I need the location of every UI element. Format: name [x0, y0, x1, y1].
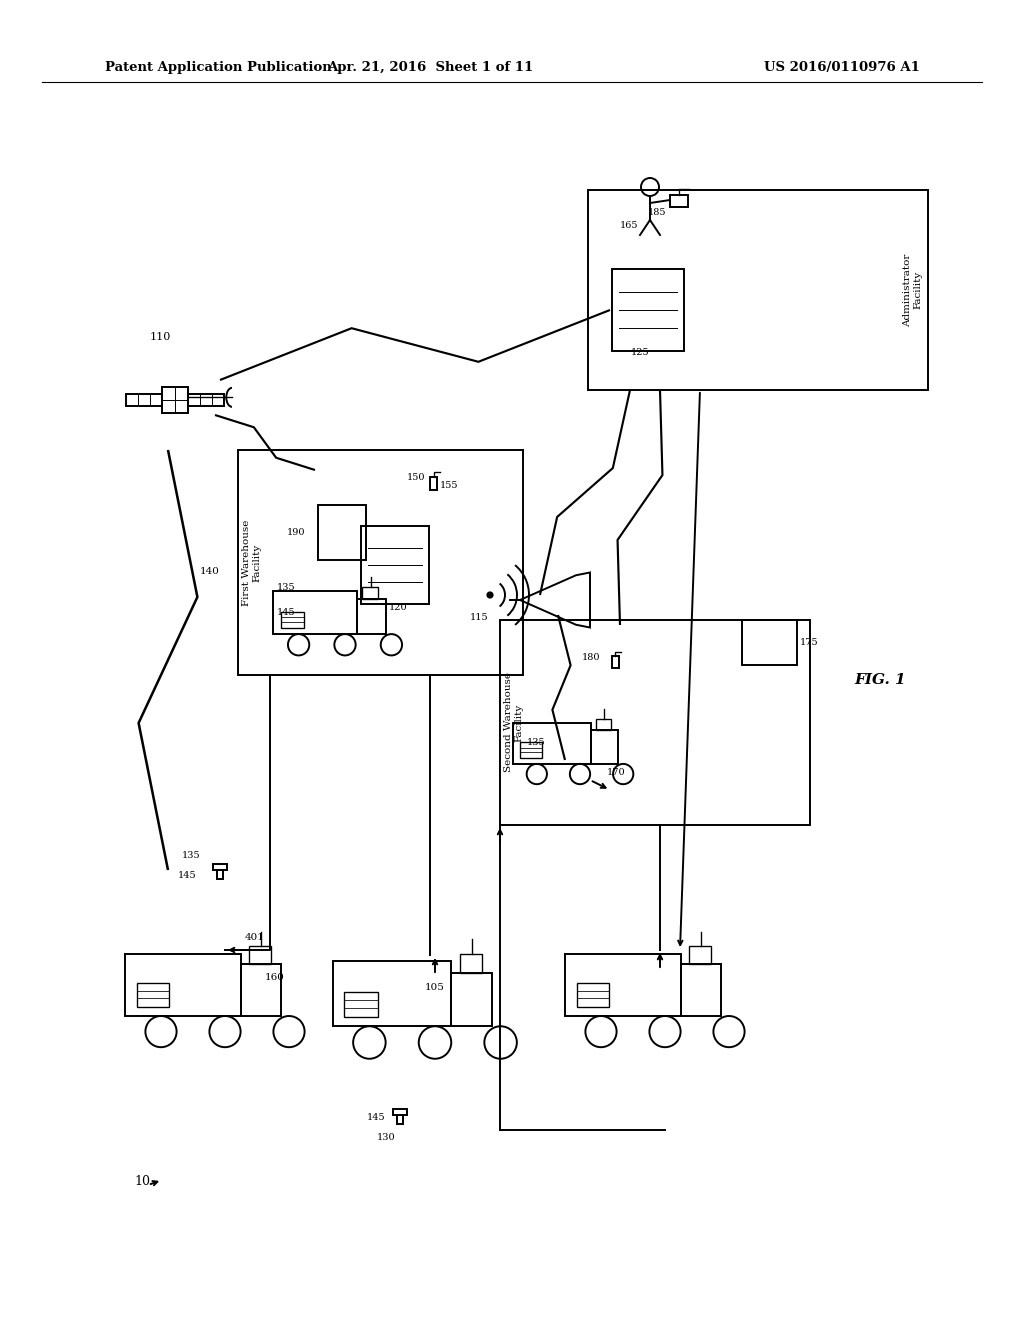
Text: 135: 135	[526, 738, 545, 747]
Bar	[318, 506, 366, 560]
Bar	[281, 611, 304, 628]
Bar	[588, 190, 928, 389]
Text: First Warehouse
Facility: First Warehouse Facility	[243, 519, 262, 606]
Bar	[577, 983, 609, 1007]
Text: 10: 10	[134, 1175, 150, 1188]
Text: Apr. 21, 2016  Sheet 1 of 11: Apr. 21, 2016 Sheet 1 of 11	[327, 62, 534, 74]
Text: 135: 135	[181, 851, 200, 861]
Bar	[344, 991, 378, 1016]
Text: 135: 135	[276, 583, 295, 591]
Bar	[612, 656, 618, 668]
Bar	[361, 525, 429, 605]
Text: Patent Application Publication: Patent Application Publication	[105, 62, 332, 74]
Text: 140: 140	[200, 566, 220, 576]
Bar	[333, 961, 452, 1026]
Bar	[241, 965, 281, 1016]
Bar	[126, 393, 162, 407]
Bar	[452, 973, 493, 1026]
Text: Second Warehouse
Facility: Second Warehouse Facility	[504, 672, 523, 772]
Bar	[689, 946, 711, 965]
Text: Administrator
Facility: Administrator Facility	[903, 253, 923, 326]
Bar	[681, 965, 721, 1016]
Text: 145: 145	[276, 609, 295, 616]
Bar	[460, 954, 482, 973]
Text: 160: 160	[265, 973, 285, 982]
Bar	[136, 983, 169, 1007]
Text: US 2016/0110976 A1: US 2016/0110976 A1	[764, 62, 920, 74]
Text: 105: 105	[425, 983, 445, 993]
Bar	[512, 723, 591, 764]
Text: 190: 190	[287, 528, 305, 537]
Bar	[430, 477, 437, 490]
Text: 155: 155	[440, 480, 459, 490]
Text: FIG. 1: FIG. 1	[854, 673, 906, 686]
Text: 180: 180	[582, 653, 600, 663]
Bar	[565, 953, 681, 1016]
Text: 185: 185	[648, 209, 667, 216]
Text: 170: 170	[607, 768, 626, 777]
Bar	[272, 591, 356, 634]
Circle shape	[486, 591, 494, 598]
Text: 145: 145	[177, 871, 196, 880]
Bar	[188, 393, 224, 407]
Bar	[393, 1109, 408, 1115]
Bar	[596, 718, 611, 730]
Bar	[520, 742, 543, 758]
Bar	[670, 195, 688, 207]
Bar	[125, 953, 241, 1016]
Bar	[238, 450, 523, 675]
Text: 115: 115	[470, 612, 488, 622]
Bar	[591, 730, 617, 764]
Bar	[217, 870, 223, 879]
Bar	[362, 586, 378, 599]
Bar	[213, 863, 227, 870]
Text: 175: 175	[800, 638, 818, 647]
Bar	[397, 1115, 403, 1123]
Text: 125: 125	[631, 348, 649, 356]
Text: 150: 150	[407, 473, 425, 482]
Bar	[500, 620, 810, 825]
Text: 120: 120	[389, 603, 408, 612]
Text: 130: 130	[377, 1133, 395, 1142]
Bar	[356, 599, 386, 634]
Bar	[249, 946, 271, 965]
Bar	[612, 269, 684, 351]
Bar	[742, 620, 797, 665]
Text: 110: 110	[150, 333, 171, 342]
Bar	[162, 387, 188, 413]
Text: 401: 401	[245, 933, 265, 942]
Text: 165: 165	[620, 220, 638, 230]
Text: 145: 145	[367, 1113, 385, 1122]
